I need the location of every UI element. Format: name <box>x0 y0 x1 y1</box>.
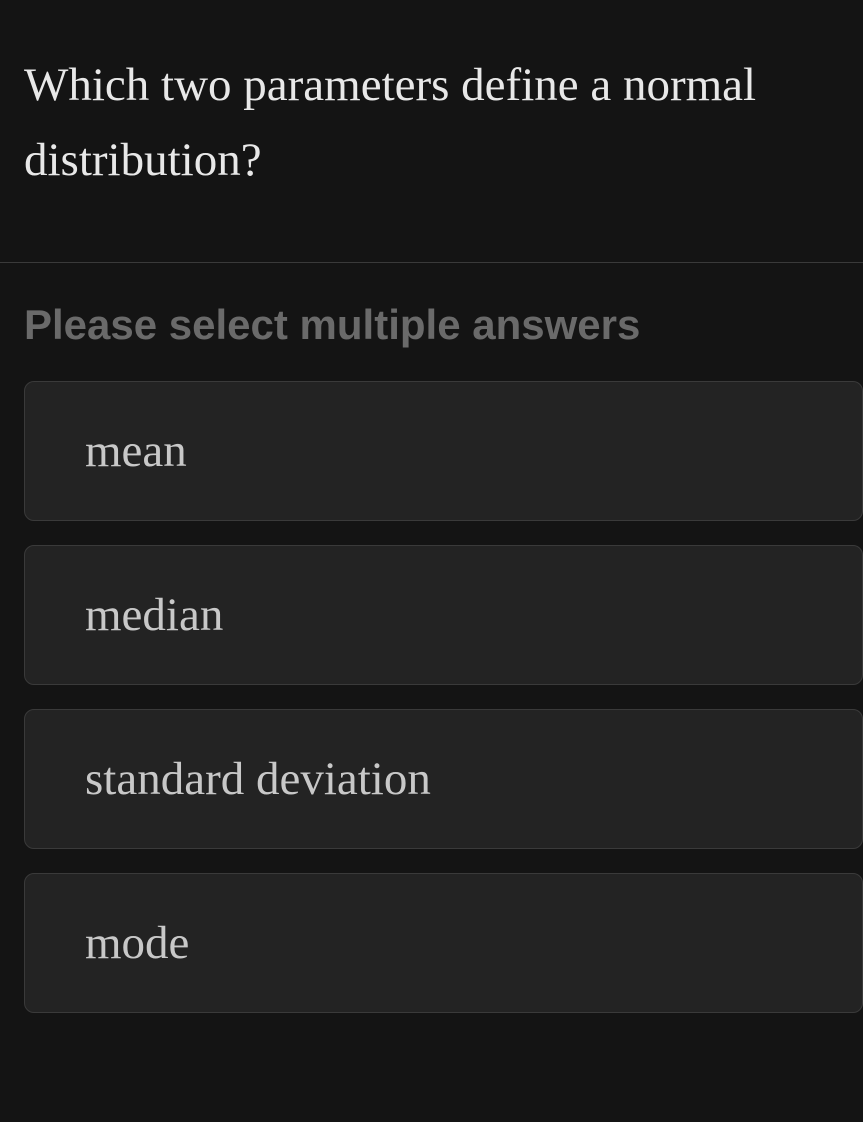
answer-option-label: mode <box>85 917 189 969</box>
answer-option-median[interactable]: median <box>24 545 863 685</box>
answer-option-label: mean <box>85 425 187 477</box>
answers-section: Please select multiple answers mean medi… <box>0 263 863 1013</box>
question-section: Which two parameters define a normal dis… <box>0 0 863 263</box>
answer-option-label: standard deviation <box>85 753 431 805</box>
instruction-text: Please select multiple answers <box>24 301 863 349</box>
question-text: Which two parameters define a normal dis… <box>24 48 839 198</box>
answer-option-standard-deviation[interactable]: standard deviation <box>24 709 863 849</box>
answer-option-mean[interactable]: mean <box>24 381 863 521</box>
answer-option-mode[interactable]: mode <box>24 873 863 1013</box>
answer-option-label: median <box>85 589 223 641</box>
